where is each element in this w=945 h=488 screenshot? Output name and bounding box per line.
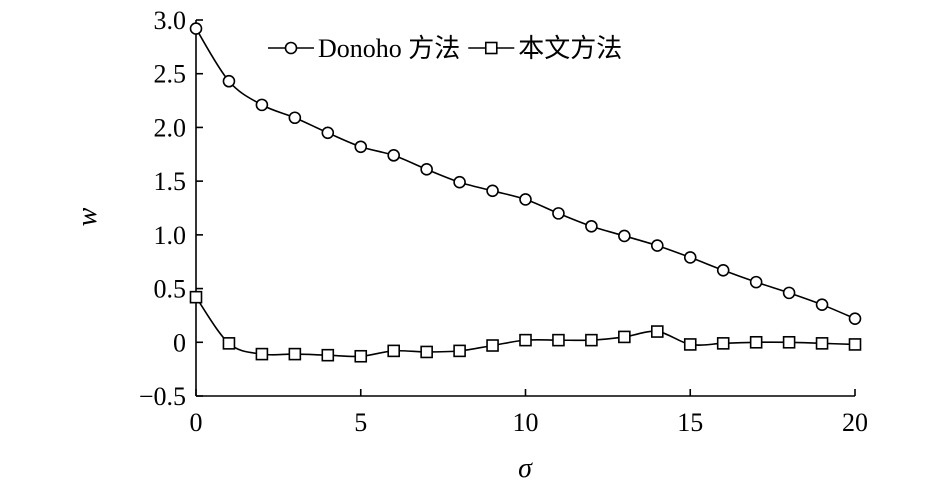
series-2-point — [486, 339, 499, 352]
series-1 — [189, 22, 862, 325]
x-tick-label: 15 — [677, 408, 703, 437]
series-2-point — [683, 338, 697, 351]
series-1-point — [321, 126, 335, 140]
x-tick-label: 20 — [842, 408, 868, 437]
series-2-point — [453, 344, 466, 358]
series-2-point — [552, 333, 565, 347]
series-1-point — [650, 239, 664, 252]
legend-circle-marker — [284, 41, 298, 55]
y-tick-label: 3.0 — [154, 6, 187, 35]
series-1-point — [585, 219, 598, 233]
x-tick-label: 10 — [513, 408, 539, 437]
series-1-point — [255, 98, 269, 112]
series-2-point — [321, 348, 335, 362]
legend-square-marker — [484, 41, 498, 55]
series-1-point — [716, 264, 730, 277]
series-2-point — [749, 335, 763, 349]
series-1-point — [848, 312, 862, 325]
x-axis-ticks: 0 5 10 15 20 — [190, 389, 868, 437]
series-2-point — [387, 344, 401, 358]
y-tick-label: 0 — [173, 328, 186, 357]
series-1-point — [552, 207, 565, 220]
series-1-point — [222, 74, 236, 88]
series-2-point — [815, 337, 829, 350]
x-tick-label: 0 — [190, 408, 203, 437]
series-2-point — [618, 330, 631, 344]
series-1-point — [453, 175, 466, 189]
y-tick-label: 0.5 — [154, 275, 187, 304]
chart-legend: Donoho 方法 本文方法 — [268, 34, 622, 63]
y-tick-label: 2.5 — [154, 60, 187, 89]
series-2-point — [848, 338, 862, 351]
y-tick-label: −0.5 — [139, 382, 186, 411]
y-tick-label: 1.0 — [154, 221, 187, 250]
series-1-point — [387, 149, 401, 162]
series-1-point — [618, 229, 631, 243]
series-1-point — [749, 275, 763, 289]
y-axis-label: w — [72, 207, 103, 226]
series-2-point — [354, 349, 368, 363]
y-tick-label: 1.5 — [154, 167, 187, 196]
series-1-point — [683, 251, 697, 264]
series-2-point — [189, 290, 203, 304]
series-1-point — [354, 140, 368, 154]
legend-label: 本文方法 — [518, 34, 622, 63]
series-2 — [189, 290, 862, 363]
series-2-point — [782, 335, 796, 349]
series-2-point — [420, 345, 433, 359]
chart-series — [189, 22, 862, 363]
legend-label: Donoho 方法 — [318, 34, 460, 63]
x-tick-label: 5 — [354, 408, 367, 437]
series-1-line — [195, 28, 856, 320]
series-2-point — [288, 347, 302, 361]
series-1-point — [519, 193, 532, 206]
series-2-point — [650, 325, 664, 338]
y-axis-ticks: −0.5 0 0.5 1.0 1.5 2.0 2.5 3.0 — [139, 6, 203, 411]
x-axis-label: σ — [518, 453, 533, 484]
series-1-point — [782, 286, 796, 300]
series-1-point — [189, 22, 203, 35]
series-2-point — [519, 333, 532, 347]
series-2-point — [222, 337, 236, 350]
y-tick-label: 2.0 — [154, 113, 187, 142]
series-1-point — [288, 111, 302, 125]
series-2-point — [255, 347, 269, 361]
series-2-point — [585, 333, 598, 347]
legend-item-1: Donoho 方法 — [268, 34, 460, 63]
series-1-point — [420, 163, 433, 176]
legend-item-2: 本文方法 — [468, 34, 622, 63]
series-1-point — [815, 298, 829, 311]
series-2-point — [716, 337, 730, 350]
series-1-point — [486, 184, 499, 198]
